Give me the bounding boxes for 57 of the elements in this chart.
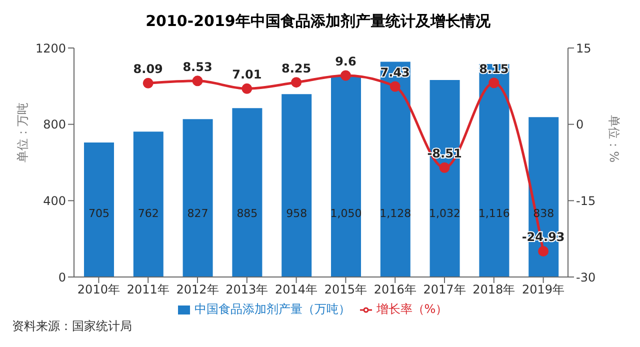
bar bbox=[331, 76, 361, 277]
x-tick-label: 2013年 bbox=[226, 282, 268, 297]
text: 资料来源：国家统计局 bbox=[12, 318, 132, 335]
x-tick-label: 2018年 bbox=[472, 282, 516, 297]
data-label: 9.6 bbox=[335, 54, 356, 68]
y-tick-label: 400 bbox=[43, 194, 66, 208]
x-tick-label: 2019年 bbox=[522, 282, 565, 297]
bar bbox=[182, 119, 213, 277]
y2-tick-label: 15 bbox=[576, 41, 592, 56]
point bbox=[192, 76, 203, 86]
data-label: 7.43 bbox=[380, 66, 410, 80]
data-label: 7.01 bbox=[232, 68, 262, 82]
y2-tick-label: -30 bbox=[576, 270, 596, 284]
point bbox=[340, 70, 351, 81]
bar bbox=[84, 142, 114, 277]
data-label: 762 bbox=[138, 207, 159, 220]
data-label: 1,128 bbox=[380, 207, 412, 220]
y-axis-title: 单位：万吨 bbox=[15, 102, 30, 162]
data-label: 8.15 bbox=[479, 62, 509, 76]
legend-label: 增长率（%） bbox=[376, 302, 448, 316]
point bbox=[538, 246, 549, 256]
point bbox=[439, 162, 450, 173]
point bbox=[488, 78, 500, 88]
bar bbox=[380, 62, 410, 277]
data-label: 1,032 bbox=[429, 207, 461, 220]
point bbox=[291, 77, 302, 88]
x-tick-label: 2015年 bbox=[324, 282, 367, 297]
data-label: 827 bbox=[187, 207, 208, 220]
x-tick-label: 2011年 bbox=[126, 282, 170, 297]
data-label: 958 bbox=[286, 207, 308, 220]
point bbox=[142, 78, 154, 88]
y2-tick-label: 0 bbox=[576, 118, 584, 132]
point bbox=[242, 83, 252, 94]
data-label: 8.25 bbox=[281, 61, 312, 76]
data-label: 8.53 bbox=[182, 60, 212, 74]
y2-tick-label: -15 bbox=[576, 194, 596, 208]
data-label: 8.09 bbox=[133, 62, 163, 76]
bar bbox=[133, 132, 164, 277]
bar bbox=[232, 108, 262, 277]
data-label: 705 bbox=[88, 207, 110, 220]
x-tick-label: 2016年 bbox=[374, 282, 416, 297]
legend-label: 中国食品添加剂产量（万吨） bbox=[194, 302, 350, 316]
y-tick-label: 0 bbox=[58, 270, 66, 284]
data-label: 885 bbox=[236, 207, 258, 220]
point bbox=[390, 81, 400, 92]
x-tick-label: 2012年 bbox=[176, 282, 219, 297]
bar bbox=[282, 94, 312, 277]
x-tick-label: 2010年 bbox=[77, 282, 120, 297]
y-tick-label: 800 bbox=[43, 118, 66, 132]
data-label: 1,050 bbox=[330, 207, 362, 220]
x-tick-label: 2017年 bbox=[423, 282, 466, 297]
x-tick-label: 2014年 bbox=[275, 282, 318, 297]
y-tick-label: 1200 bbox=[35, 41, 66, 56]
bar bbox=[430, 80, 460, 277]
y2-axis-title: 单位：% bbox=[606, 115, 621, 162]
bar bbox=[479, 64, 510, 277]
chart-title: 2010-2019年中国食品添加剂产量统计及增长情况 bbox=[144, 11, 492, 32]
